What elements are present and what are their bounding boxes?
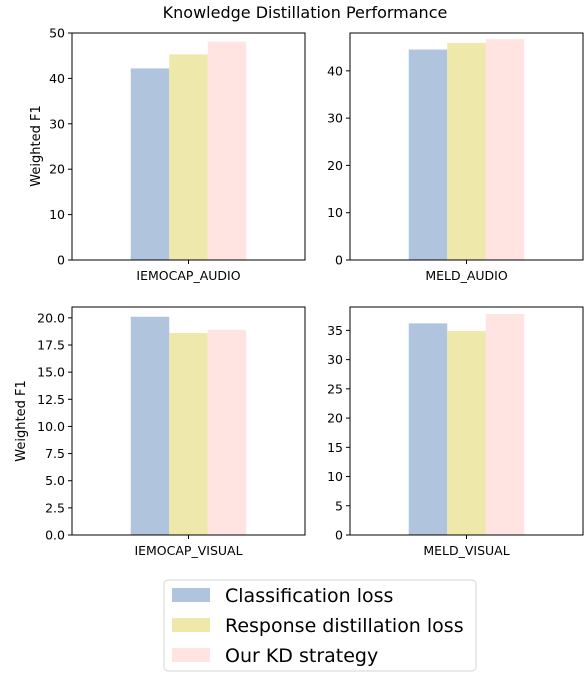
y-tick-label: 7.5 (45, 446, 65, 461)
legend: Classification loss Response distillation… (163, 579, 477, 672)
x-tick-label: IEMOCAP_AUDIO (136, 268, 240, 283)
y-tick-label: 10 (327, 469, 343, 484)
y-tick-label: 10 (49, 207, 65, 222)
y-tick-label: 5.0 (45, 473, 65, 488)
legend-label-response: Response distillation loss (225, 615, 464, 637)
y-tick-label: 12.5 (37, 392, 65, 407)
y-tick-label: 5 (335, 498, 343, 513)
bar-response (447, 42, 486, 261)
y-tick-label: 17.5 (37, 338, 65, 353)
y-tick-label: 20 (327, 158, 343, 173)
bar-kd (207, 329, 247, 535)
bar-kd (485, 39, 525, 260)
panel-meld-visual: 0 5 10 15 20 25 30 35 MELD_VISUAL (327, 306, 584, 558)
y-tick-label: 35 (327, 323, 343, 338)
y-tick-label: 15.0 (37, 365, 65, 380)
y-tick-label: 10.0 (37, 419, 65, 434)
y-tick-label: 40 (49, 71, 65, 86)
bar-kd (485, 314, 525, 535)
bar-classification (130, 316, 170, 535)
bar-response (169, 333, 208, 535)
y-tick-label: 0 (335, 528, 343, 543)
x-tick-label: IEMOCAP_VISUAL (134, 543, 242, 558)
y-tick-label: 20 (327, 411, 343, 426)
panel-meld-audio: 0 10 20 30 40 MELD_AUDIO (327, 32, 584, 283)
y-tick-label: 10 (327, 205, 343, 220)
y-tick-label: 0.0 (45, 528, 65, 543)
figure-title: Knowledge Distillation Performance (163, 3, 448, 22)
y-axis-title: Weighted F1 (29, 105, 44, 186)
bar-response (447, 330, 486, 535)
legend-frame (163, 579, 477, 672)
y-axis-title: Weighted F1 (14, 380, 29, 461)
legend-label-classification: Classification loss (225, 585, 393, 607)
x-tick-label: MELD_VISUAL (423, 543, 509, 558)
y-tick-label: 30 (327, 111, 343, 126)
bar-classification (408, 323, 448, 535)
bar-classification (130, 68, 170, 260)
legend-swatch-response (172, 618, 210, 632)
y-tick-label: 0 (335, 253, 343, 268)
legend-label-kd: Our KD strategy (225, 645, 378, 667)
x-tick-label: MELD_AUDIO (425, 268, 508, 283)
y-tick-label: 30 (49, 116, 65, 131)
y-tick-label: 20 (49, 162, 65, 177)
y-tick-label: 15 (327, 440, 343, 455)
y-tick-label: 20.0 (37, 310, 65, 325)
panel-iemocap-audio: 0 10 20 30 40 50 IEMOCAP_AUDIO Weighted F1 (29, 26, 306, 283)
legend-swatch-kd (172, 648, 210, 662)
y-tick-label: 40 (327, 63, 343, 78)
y-tick-label: 25 (327, 381, 343, 396)
bar-response (169, 54, 208, 261)
y-tick-label: 50 (49, 26, 65, 41)
y-tick-label: 30 (327, 352, 343, 367)
legend-swatch-classification (172, 588, 210, 602)
y-tick-label: 0 (57, 253, 65, 268)
panel-iemocap-visual: 0.0 2.5 5.0 7.5 10.0 12.5 15.0 17.5 20.0 IEMOCAP_… (14, 306, 306, 558)
bar-classification (408, 49, 448, 261)
y-tick-label: 2.5 (45, 500, 65, 515)
bar-kd (207, 41, 247, 260)
